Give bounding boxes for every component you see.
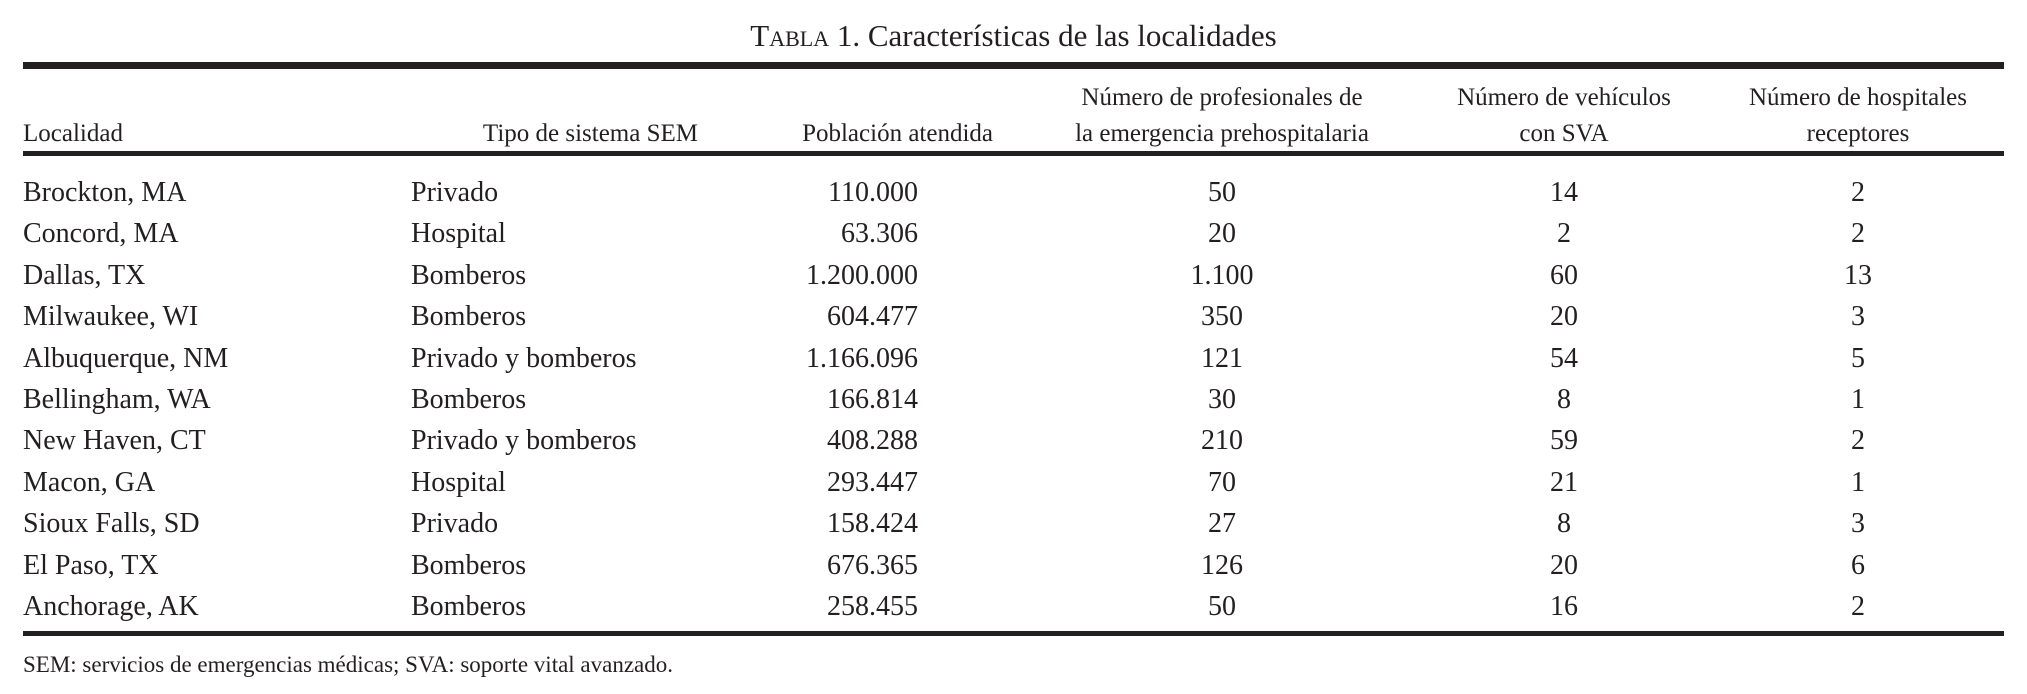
cell-localidad: Milwaukee, WI <box>23 301 199 333</box>
cell-localidad: Sioux Falls, SD <box>23 508 200 540</box>
cell-vehiculos: 21 <box>1550 466 1578 498</box>
cell-profesionales: 27 <box>1208 508 1236 540</box>
cell-localidad: Bellingham, WA <box>23 384 211 415</box>
cell-poblacion: 1.200.000 <box>806 259 918 291</box>
cell-poblacion: 166.814 <box>827 384 918 415</box>
cell-tipo: Bomberos <box>411 301 527 333</box>
cell-localidad: Dallas, TX <box>23 259 146 291</box>
cell-localidad: Anchorage, AK <box>23 591 199 622</box>
cell-localidad: New Haven, CT <box>23 425 206 457</box>
cell-poblacion: 293.447 <box>827 466 918 498</box>
header-hospitales: Número de hospitales receptores <box>1708 80 2008 152</box>
header-vehiculos: Número de vehículos con SVA <box>1414 80 1714 152</box>
footnote: SEM: servicios de emergencias médicas; S… <box>23 652 674 677</box>
header-line: con SVA <box>1519 120 1609 147</box>
cell-hospitales: 3 <box>1851 301 1865 333</box>
cell-hospitales: 6 <box>1851 549 1865 581</box>
cell-tipo: Bomberos <box>411 549 527 581</box>
cell-poblacion: 110.000 <box>828 177 918 208</box>
cell-profesionales: 350 <box>1201 301 1243 333</box>
header-poblacion: Población atendida <box>802 120 993 147</box>
cell-poblacion: 604.477 <box>827 301 918 333</box>
cell-tipo: Hospital <box>411 218 506 250</box>
cell-poblacion: 408.288 <box>827 425 918 457</box>
cell-localidad: Albuquerque, NM <box>23 342 229 374</box>
cell-poblacion: 158.424 <box>827 508 918 540</box>
cell-tipo: Privado <box>411 177 499 208</box>
cell-tipo: Bomberos <box>411 591 527 622</box>
cell-hospitales: 2 <box>1851 218 1865 250</box>
cell-vehiculos: 2 <box>1557 218 1571 250</box>
cell-localidad: Brockton, MA <box>23 177 187 208</box>
cell-poblacion: 63.306 <box>841 218 918 250</box>
cell-tipo: Bomberos <box>411 384 527 415</box>
cell-poblacion: 258.455 <box>827 591 918 622</box>
header-line: Número de vehículos <box>1457 84 1671 111</box>
cell-hospitales: 2 <box>1851 591 1865 622</box>
cell-hospitales: 2 <box>1851 177 1865 208</box>
cell-tipo: Bomberos <box>411 259 527 291</box>
cell-vehiculos: 14 <box>1550 177 1578 208</box>
cell-hospitales: 13 <box>1844 259 1872 291</box>
cell-vehiculos: 60 <box>1550 259 1578 291</box>
cell-tipo: Privado y bomberos <box>411 425 637 457</box>
header-tipo: Tipo de sistema SEM <box>482 120 698 147</box>
cell-vehiculos: 16 <box>1550 591 1578 622</box>
cell-profesionales: 121 <box>1201 342 1243 374</box>
table-caption: 1. Características de las localidades <box>836 18 1277 53</box>
cell-vehiculos: 20 <box>1550 549 1578 581</box>
cell-vehiculos: 8 <box>1557 384 1571 415</box>
header-line: la emergencia prehospitalaria <box>1075 120 1369 147</box>
header-line: receptores <box>1806 120 1910 147</box>
cell-profesionales: 50 <box>1208 591 1236 622</box>
cell-profesionales: 70 <box>1208 466 1236 498</box>
cell-profesionales: 1.100 <box>1190 259 1254 291</box>
cell-hospitales: 5 <box>1851 342 1865 374</box>
header-localidad: Localidad <box>23 120 123 147</box>
cell-hospitales: 2 <box>1851 425 1865 457</box>
bottom-rule <box>23 631 2004 636</box>
cell-tipo: Privado y bomberos <box>411 342 637 374</box>
cell-profesionales: 126 <box>1201 549 1243 581</box>
cell-hospitales: 3 <box>1851 508 1865 540</box>
cell-localidad: El Paso, TX <box>23 549 159 581</box>
cell-poblacion: 1.166.096 <box>806 342 918 374</box>
table-title: Tabla 1. Características de las localida… <box>0 18 2027 54</box>
cell-poblacion: 676.365 <box>827 549 918 581</box>
cell-hospitales: 1 <box>1851 384 1865 415</box>
header-line: Número de profesionales de <box>1081 84 1363 111</box>
cell-tipo: Privado <box>411 508 499 540</box>
header-profesionales: Número de profesionales de la emergencia … <box>1022 80 1422 152</box>
header-rule <box>23 151 2004 156</box>
cell-profesionales: 20 <box>1208 218 1236 250</box>
cell-vehiculos: 8 <box>1557 508 1571 540</box>
header-line: Número de hospitales <box>1748 84 1967 111</box>
cell-profesionales: 50 <box>1208 177 1236 208</box>
cell-localidad: Macon, GA <box>23 466 156 498</box>
table-label: Tabla <box>750 18 830 53</box>
top-rule <box>23 62 2004 69</box>
cell-hospitales: 1 <box>1851 466 1865 498</box>
cell-vehiculos: 54 <box>1550 342 1578 374</box>
cell-profesionales: 210 <box>1201 425 1243 457</box>
cell-profesionales: 30 <box>1208 384 1236 415</box>
cell-vehiculos: 20 <box>1550 301 1578 333</box>
cell-tipo: Hospital <box>411 466 506 498</box>
cell-localidad: Concord, MA <box>23 218 179 250</box>
cell-vehiculos: 59 <box>1550 425 1578 457</box>
